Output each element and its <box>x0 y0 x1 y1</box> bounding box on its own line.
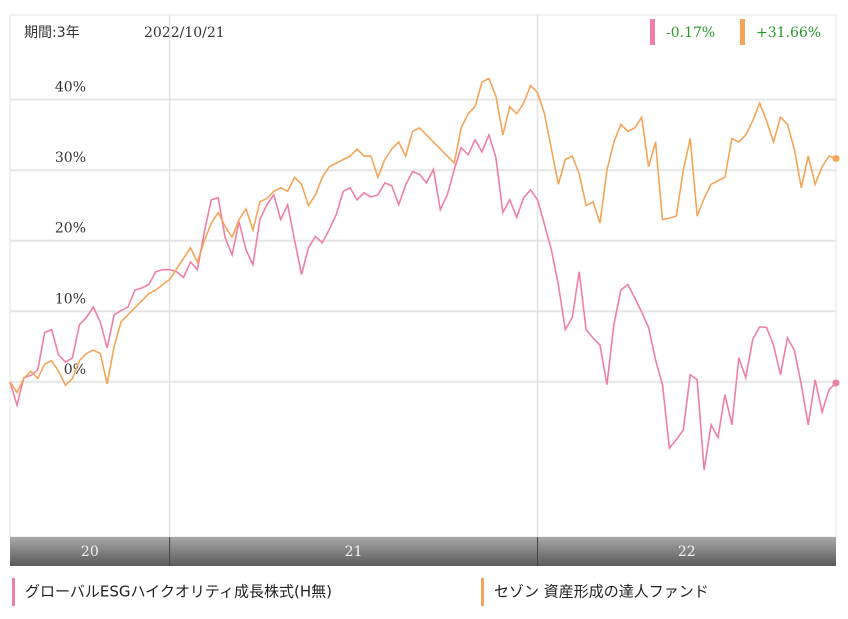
y-tick-label: 10% <box>55 291 86 307</box>
year-label: 22 <box>678 544 696 560</box>
y-tick-label: 20% <box>55 221 86 237</box>
series-line <box>9 132 837 471</box>
series-line <box>9 77 837 395</box>
y-tick-label: 40% <box>55 80 86 96</box>
period-label: 期間:3年 <box>24 25 80 41</box>
y-tick-label: 0% <box>64 362 86 378</box>
y-tick-label: 30% <box>55 150 86 166</box>
year-label: 20 <box>81 544 99 560</box>
change-label: -0.17% <box>666 25 715 41</box>
end-point <box>832 379 840 387</box>
change-swatch <box>650 19 655 45</box>
change-label: +31.66% <box>756 25 821 41</box>
change-swatch <box>740 19 745 45</box>
end-point <box>832 154 840 162</box>
legend-swatch <box>481 578 484 606</box>
date-label: 2022/10/21 <box>144 25 225 41</box>
plot-area <box>9 14 837 538</box>
year-label: 21 <box>345 544 363 560</box>
legend-swatch <box>12 578 15 606</box>
year-band <box>10 537 836 566</box>
legend-label: セゾン 資産形成の達人ファンド <box>494 583 709 601</box>
legend-label: グローバルESGハイクオリティ成長株式(H無) <box>25 583 332 601</box>
